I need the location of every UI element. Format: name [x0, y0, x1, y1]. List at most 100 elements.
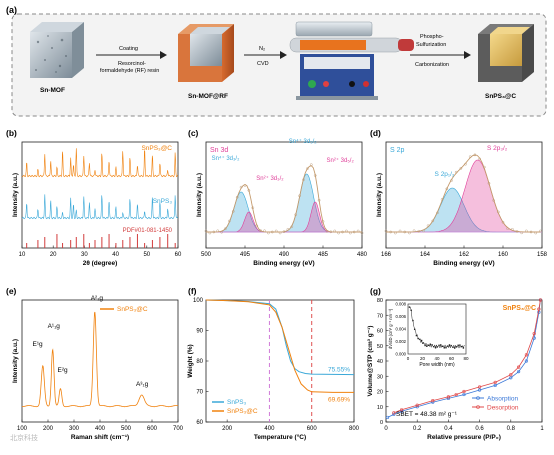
isotherm-point — [524, 353, 529, 357]
inset-point — [440, 344, 442, 346]
fit-envelope — [206, 165, 362, 233]
inset-point — [422, 342, 425, 344]
legend-label: SnPS₃ — [227, 399, 247, 406]
x-tick-label: 500 — [201, 252, 212, 258]
y-tick-label: 90 — [196, 329, 203, 335]
legend-label: Absorption — [487, 396, 518, 403]
inset-point — [426, 345, 428, 347]
inset-point — [424, 344, 426, 347]
inset-x-tick-label: 20 — [420, 356, 426, 361]
inset-point — [457, 344, 459, 346]
legend-snps3-c: SnPS₃@C — [117, 306, 148, 313]
isotherm-point — [385, 415, 390, 420]
x-axis-label: Raman shift (cm⁻¹) — [71, 434, 129, 441]
isotherm-point — [415, 403, 419, 407]
inset-y-tick-label: 0.004 — [396, 327, 407, 332]
chart-c: (c) 500 495 490 485 480 Binding energy (eV) Int… — [188, 128, 368, 267]
inset-point — [443, 347, 445, 349]
inset-y-axis-label: dV/dD (cm³ g⁻¹ nm⁻¹) — [388, 308, 393, 349]
schematic-frame — [11, 13, 547, 117]
panel-a: (a) Sn-MOF Coating Resorcinol- formaldeh… — [6, 5, 547, 117]
legend-snps3-c: SnPS₃@C — [141, 145, 172, 152]
inset-point — [408, 306, 411, 308]
raman-trace-snps3-c — [21, 311, 179, 408]
raman-peak-label: A³₁g — [136, 381, 149, 388]
y-tick-label: 70 — [377, 313, 383, 319]
inset-point — [431, 344, 433, 346]
raw-data-point — [459, 167, 463, 170]
x-tick-label: 600 — [307, 426, 318, 432]
isotherm-point — [516, 370, 521, 374]
caption-snps3-c: SnPS₃@C — [485, 93, 516, 100]
y-axis-label: Weight (%) — [187, 344, 194, 377]
inset-point — [448, 344, 451, 346]
panel-label-g: (g) — [370, 286, 381, 296]
inset-x-tick-label: 40 — [434, 356, 440, 361]
y-tick-label: 70 — [196, 390, 203, 396]
inset-y-tick-label: 0.006 — [396, 314, 407, 319]
inset-pore-distribution: 0 20 40 60 80 0.000 0.002 0.004 0.006 0.008 Pore w… — [388, 302, 469, 369]
chart-title-sn3d: Sn 3d — [210, 147, 228, 154]
x-tick-label: 20 — [50, 252, 57, 258]
tga-series-snps3 — [205, 299, 355, 376]
x-tick-label: 200 — [222, 426, 233, 432]
tube-furnace-illustration — [289, 21, 414, 100]
y-axis-label: Volume@STP (cm³ g⁻¹) — [367, 326, 374, 397]
legend-pdf: PDF#01-081-1450 — [123, 228, 173, 234]
watermark-text: 北京科技 — [10, 433, 38, 442]
arrow-label-resorcinol: Resorcinol- — [118, 61, 146, 67]
inset-y-tick-label: 0.002 — [396, 339, 407, 344]
isotherm-desorption — [393, 299, 541, 414]
x-tick-label: 164 — [420, 252, 431, 258]
sn-mof-rf-cube — [178, 24, 234, 82]
x-tick-label: 480 — [357, 252, 368, 258]
peak-label-sn2-32: Sn²⁺ 3d₃/₂ — [256, 175, 284, 182]
panel-label-f: (f) — [188, 286, 197, 296]
inset-point — [417, 337, 419, 340]
snps3-c-cube — [478, 24, 534, 82]
x-axis-label: Temperature (°C) — [254, 433, 306, 441]
legend-label: Desorption — [487, 405, 519, 412]
inset-point — [445, 347, 447, 349]
chart-e: (e) 100 200 300 400 500 600 700 Raman shift (cm⁻… — [6, 286, 184, 441]
caption-sn-mof: Sn-MOF — [40, 87, 65, 94]
panel-label-b: (b) — [6, 128, 17, 138]
x-tick-label: 485 — [318, 252, 329, 258]
sn-mof-cube — [30, 22, 84, 78]
x-tick-label: 10 — [19, 252, 26, 258]
chart-g: (g) 0 0.2 0.4 0.6 0.8 1 Relative pressure (P/P₀… — [367, 286, 544, 441]
y-axis-label: Intensity (a.u.) — [12, 173, 19, 217]
inset-y-tick-label: 0.008 — [396, 302, 407, 307]
chart-title-snps3-c: SnPS₃@C — [503, 305, 536, 312]
y-tick-label: 60 — [196, 420, 203, 426]
panel-label-c: (c) — [188, 128, 199, 138]
inset-point — [459, 344, 461, 346]
x-tick-label: 0.8 — [507, 426, 516, 432]
x-tick-label: 600 — [147, 426, 158, 432]
isotherm-point — [478, 388, 482, 392]
x-tick-label: 0.6 — [475, 426, 484, 432]
y-tick-label: 80 — [196, 359, 203, 365]
x-tick-label: 0 — [384, 426, 388, 432]
x-tick-label: 30 — [81, 252, 88, 258]
arrow-label-phospho: Phospho- — [420, 34, 444, 40]
chart-d: (d) 166 164 162 160 158 Binding energy (eV) Int… — [370, 128, 548, 267]
x-tick-label: 162 — [459, 252, 470, 258]
x-tick-label: 158 — [537, 252, 548, 258]
isotherm-point — [516, 365, 521, 369]
x-tick-label: 160 — [498, 252, 509, 258]
x-tick-label: 300 — [69, 426, 80, 432]
x-axis-label: Relative pressure (P/P₀) — [427, 434, 501, 441]
inset-point — [412, 319, 414, 322]
inset-point — [460, 345, 463, 348]
isotherm-point — [493, 380, 497, 384]
inset-x-axis-label: Pore width (nm) — [419, 362, 455, 368]
x-axis-label: Binding energy (eV) — [433, 260, 494, 267]
plot-frame — [21, 299, 179, 423]
isotherm-point — [524, 359, 529, 363]
raman-peak-label: A¹₁g — [48, 323, 61, 330]
plot-frame — [21, 141, 179, 249]
raman-peak-label: E¹g — [33, 341, 44, 348]
